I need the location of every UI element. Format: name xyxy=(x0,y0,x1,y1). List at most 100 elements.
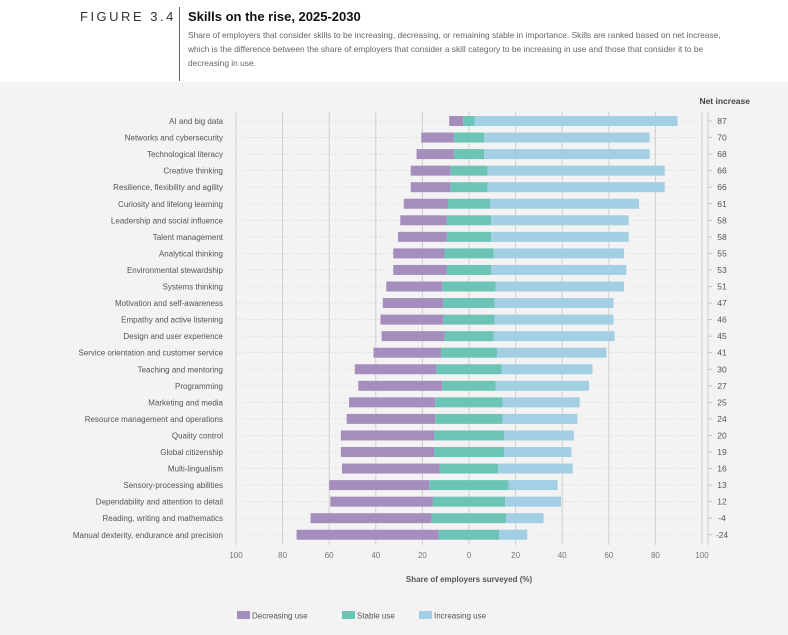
bar-decreasing xyxy=(382,298,444,309)
header-divider xyxy=(179,7,180,81)
bar-increasing xyxy=(508,480,558,491)
x-tick-label: 60 xyxy=(604,551,613,560)
bar-increasing xyxy=(484,149,650,160)
bar-stable xyxy=(453,149,485,160)
x-tick-label: 20 xyxy=(511,551,520,560)
bar-stable xyxy=(463,116,475,126)
category-label: Manual dexterity, endurance and precisio… xyxy=(73,531,223,540)
bar-decreasing xyxy=(340,430,435,441)
net-increase-value: 58 xyxy=(717,215,727,225)
bar-increasing xyxy=(487,182,665,193)
chart-subtitle: Share of employers that consider skills … xyxy=(188,30,721,68)
net-increase-value: 27 xyxy=(717,381,727,391)
legend-label: Stable use xyxy=(357,612,395,621)
bar-increasing xyxy=(496,347,607,358)
bar-decreasing xyxy=(397,231,447,242)
x-tick-label: 80 xyxy=(278,551,287,560)
bar-increasing xyxy=(493,331,615,342)
category-label: Multi-lingualism xyxy=(168,465,223,474)
net-increase-value: 55 xyxy=(717,248,727,258)
bar-increasing xyxy=(506,513,544,524)
bar-increasing xyxy=(505,496,562,507)
net-increase-value: 41 xyxy=(717,348,727,358)
x-tick-label: 0 xyxy=(467,551,472,560)
net-increase-value: 13 xyxy=(717,480,727,490)
bar-increasing xyxy=(495,281,624,292)
category-label: Technological literacy xyxy=(147,150,223,159)
bar-increasing xyxy=(493,248,624,259)
category-label: Motivation and self-awareness xyxy=(115,299,223,308)
legend-swatch xyxy=(237,611,250,619)
category-label: Design and user experience xyxy=(123,332,223,341)
category-label: Analytical thinking xyxy=(159,249,223,258)
bar-stable xyxy=(444,331,494,342)
net-increase-value: 12 xyxy=(717,497,727,507)
bar-stable xyxy=(438,529,500,540)
bar-decreasing xyxy=(380,314,444,325)
bar-stable xyxy=(446,264,492,275)
x-tick-label: 100 xyxy=(229,551,243,560)
bar-stable xyxy=(443,298,495,309)
bar-decreasing xyxy=(310,513,432,524)
bar-decreasing xyxy=(354,364,437,375)
net-increase-value: 24 xyxy=(717,414,727,424)
bar-stable xyxy=(442,281,496,292)
bar-decreasing xyxy=(296,529,439,540)
bar-decreasing xyxy=(349,397,436,408)
bar-stable xyxy=(442,380,496,391)
bar-decreasing xyxy=(358,380,443,391)
bar-decreasing xyxy=(410,182,451,193)
x-tick-label: 60 xyxy=(325,551,334,560)
net-increase-value: 16 xyxy=(717,464,727,474)
net-increase-value: 70 xyxy=(717,133,727,143)
x-tick-label: 20 xyxy=(418,551,427,560)
bar-increasing xyxy=(494,314,614,325)
category-label: Programming xyxy=(175,382,223,391)
bar-increasing xyxy=(503,447,572,457)
bar-decreasing xyxy=(416,149,454,160)
bar-stable xyxy=(434,447,504,457)
bar-stable xyxy=(435,397,503,408)
bar-decreasing xyxy=(393,248,445,259)
bar-decreasing xyxy=(400,215,447,226)
category-label: Reading, writing and mathematics xyxy=(102,514,223,523)
category-label: Resilience, flexibility and agility xyxy=(113,183,223,192)
x-tick-label: 100 xyxy=(695,551,709,560)
chart-title: Skills on the rise, 2025-2030 xyxy=(188,9,361,24)
figure-header: FIGURE 3.4 Skills on the rise, 2025-2030… xyxy=(0,0,788,82)
category-label: Curiosity and lifelong learning xyxy=(118,200,223,209)
bar-increasing xyxy=(487,165,665,176)
net-increase-value: 61 xyxy=(717,199,727,209)
category-label: AI and big data xyxy=(169,117,223,126)
bar-increasing xyxy=(491,215,629,226)
x-tick-label: 40 xyxy=(558,551,567,560)
bar-stable xyxy=(431,513,507,524)
bar-stable xyxy=(446,215,492,226)
x-axis-label: Share of employers surveyed (%) xyxy=(406,575,533,584)
category-label: Talent management xyxy=(153,233,224,242)
bar-stable xyxy=(450,165,488,176)
bar-increasing xyxy=(498,463,573,474)
bar-increasing xyxy=(502,397,580,408)
bar-increasing xyxy=(501,364,593,375)
net-increase-value: 53 xyxy=(717,265,727,275)
legend-label: Increasing use xyxy=(434,612,487,621)
bar-increasing xyxy=(499,529,528,540)
bar-increasing xyxy=(494,298,614,309)
x-tick-label: 40 xyxy=(371,551,380,560)
net-increase-header: Net increase xyxy=(699,96,750,106)
category-label: Dependability and attention to detail xyxy=(96,498,223,507)
category-label: Leadership and social influence xyxy=(111,216,224,225)
net-increase-value: 51 xyxy=(717,282,727,292)
legend-swatch xyxy=(342,611,355,619)
category-label: Sensory-processing abilities xyxy=(123,481,223,490)
bar-decreasing xyxy=(373,347,442,358)
bar-increasing xyxy=(503,430,574,441)
net-increase-value: 66 xyxy=(717,166,727,176)
bar-stable xyxy=(434,430,504,441)
bar-stable xyxy=(432,496,506,507)
net-increase-value: 68 xyxy=(717,149,727,159)
net-increase-value: 47 xyxy=(717,298,727,308)
bar-decreasing xyxy=(386,281,443,292)
